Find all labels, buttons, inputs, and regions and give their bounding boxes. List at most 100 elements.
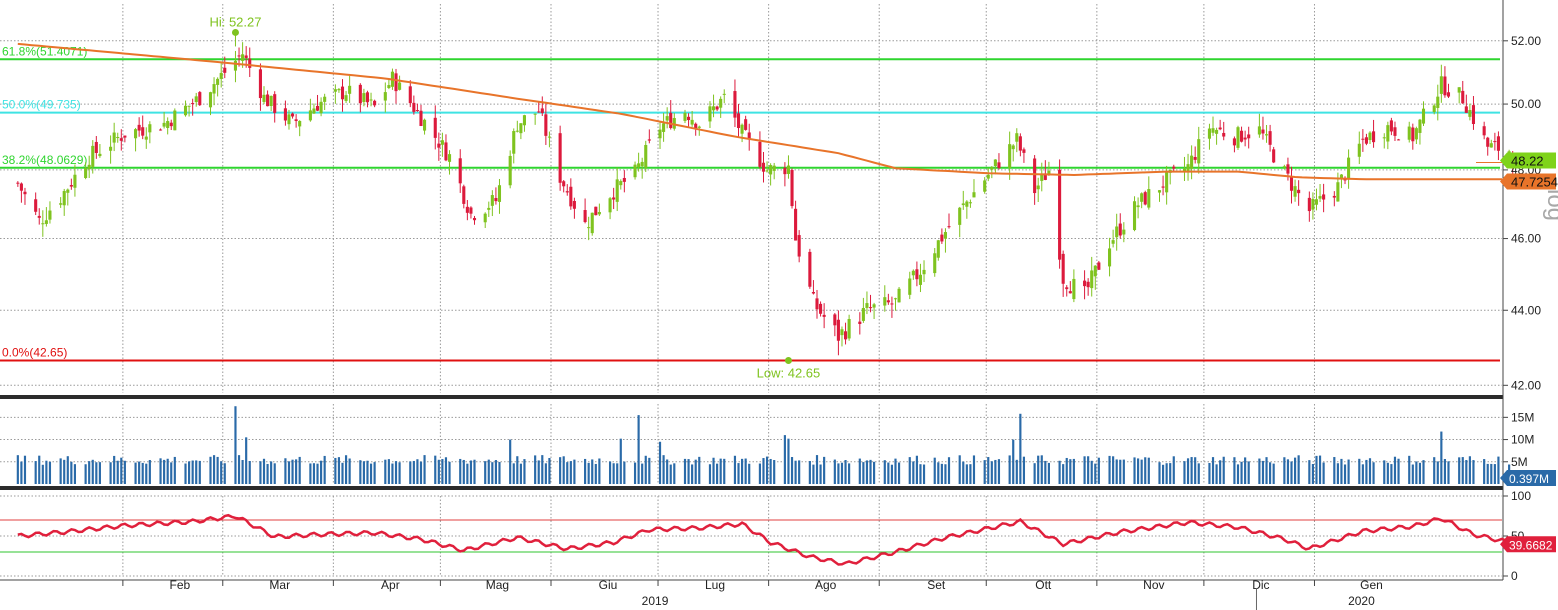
volume-bar bbox=[812, 464, 815, 484]
candle-body bbox=[1072, 278, 1076, 300]
volume-bar bbox=[1065, 457, 1068, 484]
volume-bar bbox=[644, 455, 647, 484]
month-label: Mar bbox=[269, 578, 290, 592]
candle-body bbox=[465, 206, 469, 213]
volume-bar bbox=[922, 464, 926, 484]
candle-body bbox=[458, 158, 462, 184]
volume-bar bbox=[323, 455, 326, 484]
candle-body bbox=[540, 108, 544, 114]
volume-bar bbox=[409, 461, 412, 484]
volume-bar bbox=[733, 455, 737, 484]
month-label: Lug bbox=[705, 578, 725, 592]
candle-body bbox=[865, 303, 869, 308]
candle-body bbox=[1432, 105, 1436, 113]
volume-bar bbox=[1072, 458, 1075, 484]
candle-body bbox=[1482, 126, 1486, 136]
candle-body bbox=[116, 136, 120, 139]
volume-bar bbox=[1418, 462, 1422, 484]
volume-bar bbox=[808, 461, 811, 484]
candle-body bbox=[990, 167, 994, 170]
volume-bar bbox=[195, 460, 198, 484]
volume-bar bbox=[369, 463, 373, 484]
volume-bar bbox=[844, 460, 847, 484]
candle-body bbox=[1507, 151, 1511, 153]
volume-bar bbox=[437, 459, 440, 484]
volume-bar bbox=[962, 461, 965, 484]
volume-bar bbox=[1297, 455, 1300, 484]
candle-body bbox=[772, 165, 776, 171]
volume-bar bbox=[1293, 457, 1297, 484]
candle-body bbox=[1439, 76, 1443, 94]
volume-bar bbox=[1244, 457, 1247, 484]
candle-body bbox=[1418, 119, 1422, 133]
volume-bar bbox=[1165, 463, 1168, 484]
volume-bar bbox=[309, 463, 312, 484]
volume-bar bbox=[673, 463, 676, 484]
candle-body bbox=[958, 207, 962, 225]
volume-bar bbox=[1269, 462, 1272, 484]
volume-bar bbox=[1033, 463, 1036, 484]
candle-body bbox=[258, 69, 262, 99]
candle-body bbox=[169, 122, 173, 127]
candle-body bbox=[173, 110, 177, 131]
candle-body bbox=[1393, 127, 1397, 136]
volume-bar bbox=[20, 461, 23, 484]
volume-bar bbox=[798, 460, 801, 484]
volume-bar bbox=[45, 460, 48, 484]
candle-body bbox=[715, 106, 719, 110]
candle-body bbox=[915, 269, 919, 280]
volume-bar bbox=[883, 460, 886, 484]
volume-bar bbox=[723, 458, 726, 484]
volume-bar bbox=[1333, 457, 1336, 484]
volume-bar bbox=[212, 455, 216, 484]
candle-body bbox=[797, 235, 801, 257]
volume-bar bbox=[698, 456, 701, 484]
candle-body bbox=[847, 319, 851, 339]
volume-bar bbox=[1390, 464, 1393, 484]
volume-bar bbox=[512, 463, 515, 484]
volume-bar bbox=[41, 464, 44, 484]
candle-body bbox=[262, 94, 266, 102]
volume-bar bbox=[1433, 457, 1436, 484]
candle-body bbox=[233, 60, 238, 71]
candle-body bbox=[708, 106, 712, 122]
oscillator-panel bbox=[0, 513, 1517, 566]
volume-bar bbox=[641, 463, 644, 484]
volume-bar bbox=[919, 464, 922, 484]
candle-body bbox=[1061, 253, 1065, 284]
volume-bar bbox=[191, 460, 194, 484]
volume-bar bbox=[198, 460, 201, 484]
volume-bar bbox=[394, 461, 398, 484]
volume-bar bbox=[1062, 464, 1065, 484]
candle-body bbox=[415, 110, 419, 112]
volume-bar bbox=[1311, 463, 1314, 484]
candle-body bbox=[244, 55, 248, 58]
candle-body bbox=[1132, 201, 1137, 231]
volume-bar bbox=[1037, 455, 1040, 484]
volume-bar bbox=[537, 460, 540, 484]
candle-body bbox=[34, 199, 38, 212]
candle-body bbox=[123, 135, 127, 138]
volume-tick-label: 15M bbox=[1511, 410, 1534, 424]
candle-body bbox=[1018, 136, 1022, 151]
volume-bar bbox=[541, 455, 544, 484]
volume-bar bbox=[669, 464, 672, 484]
volume-bar bbox=[1144, 457, 1147, 484]
candle-body bbox=[1172, 166, 1176, 169]
volume-bar bbox=[716, 463, 719, 484]
candle-body bbox=[344, 95, 348, 101]
candle-body bbox=[822, 314, 826, 317]
volume-bar bbox=[448, 461, 451, 484]
fib-level-label: 50.0%(49.735) bbox=[2, 98, 81, 112]
volume-bar bbox=[908, 457, 911, 484]
candle-body bbox=[412, 102, 416, 112]
candle-body bbox=[897, 288, 901, 303]
volume-bar bbox=[462, 459, 465, 484]
candle-body bbox=[487, 207, 491, 210]
volume-bar bbox=[823, 456, 826, 484]
volume-bar bbox=[773, 460, 776, 484]
volume-bar bbox=[1087, 456, 1090, 484]
candle-body bbox=[315, 105, 320, 111]
volume-bar bbox=[1343, 464, 1347, 484]
candle-body bbox=[544, 114, 548, 136]
